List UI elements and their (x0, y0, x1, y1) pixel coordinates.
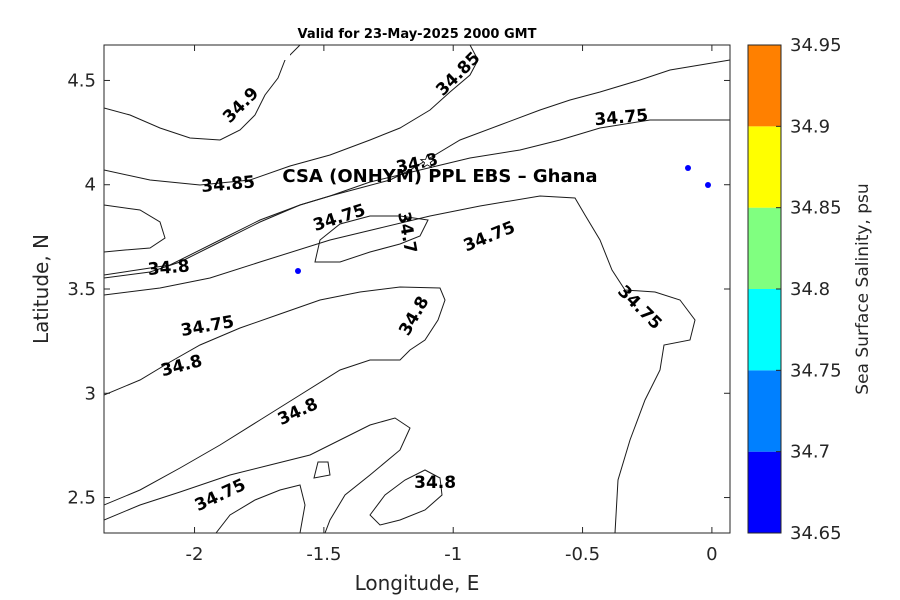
colorbar-tick-label: 34.7 (790, 442, 830, 463)
y-tick-label: 4.5 (67, 70, 96, 91)
band-34-85-34-9 (104, 45, 479, 186)
band-34-65-34-7-dot (313, 461, 331, 479)
colorbar: 34.65 34.7 34.75 34.8 34.85 34.9 34.95 (747, 35, 842, 544)
colorbar-segment (748, 126, 781, 208)
y-tick-label: 3 (85, 383, 96, 404)
contour-label: 34.75 (179, 312, 235, 341)
contour-label: 34.8 (159, 351, 205, 381)
contour-label: 34.75 (192, 475, 249, 516)
no-data-patch (104, 45, 200, 62)
site-marker: CSA (ONHYM) PPL EBS – Ghana (282, 153, 598, 187)
y-tick-label: 2.5 (67, 488, 96, 509)
blue-dot-1 (685, 165, 691, 171)
band-34-65-34-7-north (314, 215, 429, 263)
contour-label: 34.8 (414, 473, 456, 493)
contour-label: 34.75 (461, 218, 518, 257)
contour-label: 34.9 (219, 84, 263, 128)
blue-dot-3 (295, 268, 301, 274)
x-axis-label: Longitude, E (355, 571, 480, 595)
contour-label: 34.8 (275, 394, 321, 430)
colorbar-tick-label: 34.65 (790, 523, 842, 544)
colorbar-segment (748, 207, 781, 289)
contour-label: 34.8 (395, 293, 433, 339)
contour-label: 34.75 (613, 282, 665, 334)
y-axis-label: Latitude, N (29, 234, 53, 344)
x-tick-label: -1 (444, 544, 462, 565)
y-axis-ticks: 2.5 3 3.5 4 4.5 (67, 70, 730, 509)
x-tick-label: -2 (186, 544, 204, 565)
x-axis-ticks: -2 -1.5 -1 -0.5 0 (186, 45, 718, 565)
band-34-7-34-75-main (104, 119, 730, 533)
band-34-8-34-85-tongue (104, 286, 446, 506)
colorbar-segment (748, 45, 781, 127)
band-34-8-34-85-north (104, 45, 730, 279)
x-tick-label: 0 (706, 544, 717, 565)
white-star-icon (419, 153, 436, 169)
x-tick-label: -1.5 (306, 544, 341, 565)
band-34-8-34-85-south (369, 469, 443, 526)
contour-labels: 34.9 34.85 34.75 34.8 34.85 34.75 34.7 34.75 34.… (147, 48, 666, 516)
band-34-7-34-75-south (104, 417, 411, 533)
contour-label: 34.85 (201, 172, 256, 197)
colorbar-segment (748, 289, 781, 371)
band-34-85-34-9-west (104, 204, 166, 253)
contour-label: 34.8 (147, 256, 191, 280)
colorbar-segment (748, 370, 781, 452)
colorbar-tick-label: 34.8 (790, 279, 830, 300)
y-tick-label: 4 (85, 175, 96, 196)
contour-label: 34.85 (432, 48, 484, 100)
colorbar-tick-label: 34.9 (790, 116, 830, 137)
colorbar-tick-label: 34.75 (790, 360, 842, 381)
colorbar-tick-label: 34.85 (790, 198, 842, 219)
contour-label: 34.75 (311, 200, 368, 236)
band-34-65-34-7-south (215, 484, 306, 533)
x-tick-label: -0.5 (565, 544, 600, 565)
y-tick-label: 3.5 (67, 279, 96, 300)
site-label: CSA (ONHYM) PPL EBS – Ghana (282, 166, 597, 187)
colorbar-segment (748, 451, 781, 533)
colorbar-label: Sea Surface Salinity, psu (853, 183, 873, 394)
chart-title: Valid for 23-May-2025 2000 GMT (298, 27, 537, 42)
contour-label: 34.75 (594, 106, 649, 131)
contour-label: 34.7 (393, 210, 420, 255)
colorbar-tick-label: 34.95 (790, 35, 842, 56)
contour-plot-area: 34.9 34.85 34.75 34.8 34.85 34.75 34.7 34.75 34.… (104, 45, 730, 533)
no-data-patch-2 (195, 45, 290, 60)
blue-dot-2 (705, 182, 711, 188)
